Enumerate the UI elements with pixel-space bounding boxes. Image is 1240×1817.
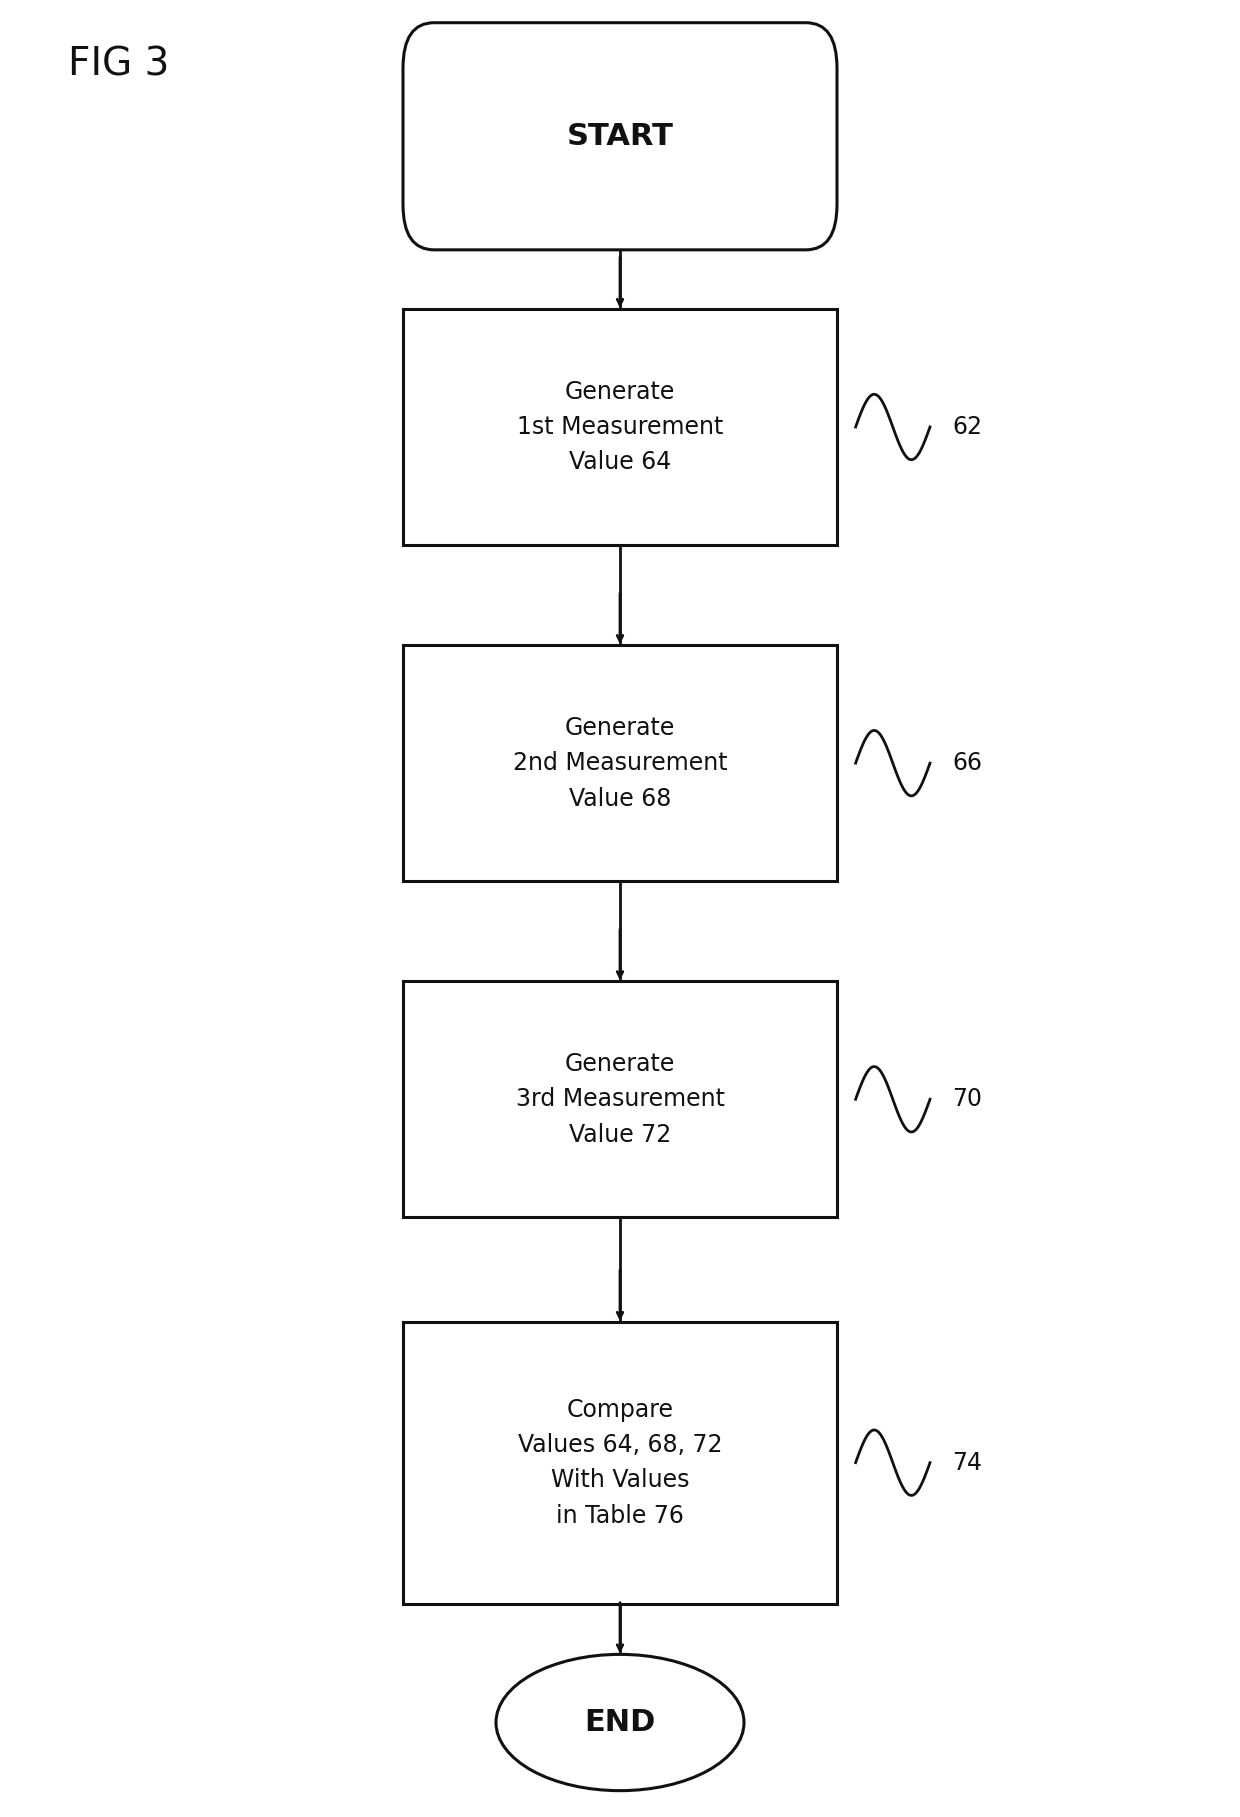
Text: 70: 70 (952, 1087, 982, 1112)
Text: 66: 66 (952, 750, 982, 776)
Text: 74: 74 (952, 1450, 982, 1475)
Text: END: END (584, 1708, 656, 1737)
Bar (403, 1321, 837, 1603)
Bar (403, 981, 837, 1217)
Bar (403, 309, 837, 545)
Ellipse shape (496, 1653, 744, 1792)
Text: FIG 3: FIG 3 (68, 45, 170, 84)
Text: 62: 62 (952, 414, 982, 440)
FancyBboxPatch shape (403, 22, 837, 249)
Text: START: START (567, 122, 673, 151)
Bar (403, 645, 837, 881)
Text: Generate
3rd Measurement
Value 72: Generate 3rd Measurement Value 72 (516, 1052, 724, 1147)
Text: Generate
2nd Measurement
Value 68: Generate 2nd Measurement Value 68 (512, 716, 728, 810)
Text: Generate
1st Measurement
Value 64: Generate 1st Measurement Value 64 (517, 380, 723, 474)
Text: Compare
Values 64, 68, 72
With Values
in Table 76: Compare Values 64, 68, 72 With Values in… (518, 1397, 722, 1528)
